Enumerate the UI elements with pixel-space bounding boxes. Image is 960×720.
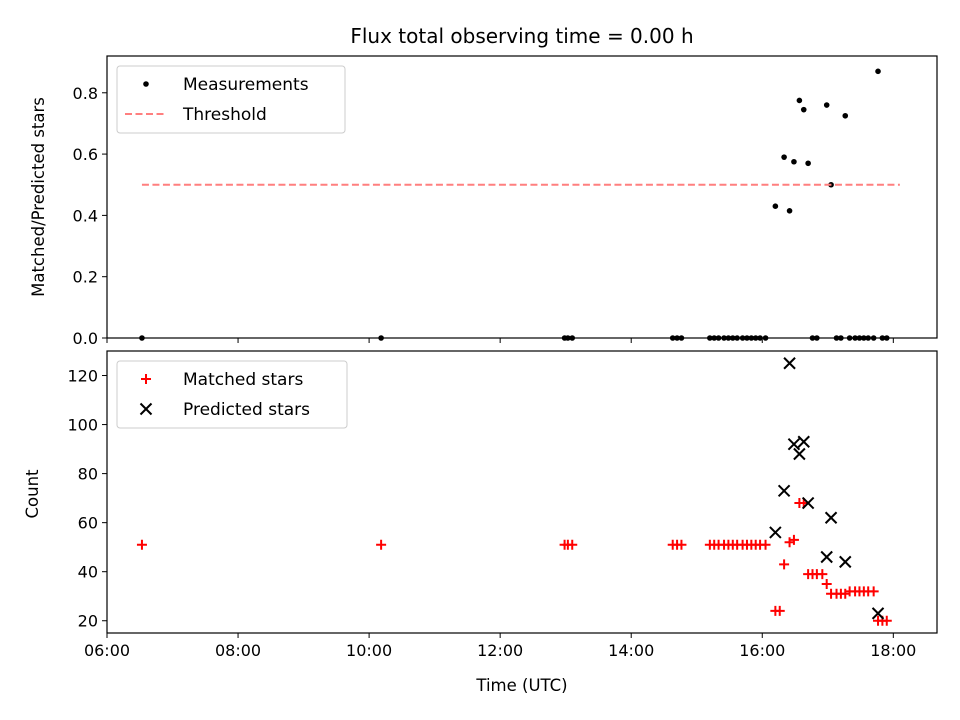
top-y-tick-label: 0.8: [73, 84, 98, 103]
matched-star-marker: [821, 578, 832, 589]
predicted-star-marker: [777, 484, 791, 497]
x-tick-label: 08:00: [215, 641, 261, 660]
legend-predicted-swatch: [139, 402, 153, 416]
matched-star-marker: [676, 539, 687, 550]
bottom-legend: Matched stars Predicted stars: [116, 360, 348, 429]
predicted-star-marker: [824, 511, 838, 524]
x-tick-label: 06:00: [84, 641, 130, 660]
x-tick-label: 16:00: [739, 641, 785, 660]
count-panel: 06:00 08:00 10:00 12:00 14:00 16:00 18:00 20 40 6…: [67, 350, 938, 660]
matched-star-marker: [774, 605, 785, 616]
chart-title: Flux total observing time = 0.00 h: [350, 24, 693, 48]
matched-star-marker: [868, 586, 879, 597]
measurement-point: [781, 154, 787, 160]
top-y-tick-label: 0.0: [73, 329, 98, 348]
legend-entry-label: Threshold: [182, 105, 267, 125]
matched-star-marker: [376, 539, 387, 550]
predicted-star-marker: [839, 555, 852, 569]
measurement-point: [796, 97, 803, 104]
measurement-point: [800, 106, 807, 113]
legend-entry-label: Measurements: [183, 75, 309, 95]
measurement-point: [786, 207, 793, 214]
matched-star-marker: [567, 539, 578, 550]
top-legend: Measurements Threshold: [116, 65, 346, 134]
x-tick-label: 10:00: [346, 641, 392, 660]
matched-star-marker: [817, 569, 828, 580]
matched-star-marker: [881, 615, 892, 626]
predicted-star-marker: [801, 496, 815, 510]
legend-entry-label: Matched stars: [183, 370, 303, 390]
x-tick-label: 18:00: [870, 641, 916, 660]
legend-measurement-swatch: [143, 81, 149, 87]
matched-star-marker: [788, 534, 799, 545]
predicted-star-marker: [783, 357, 796, 370]
top-y-axis-label: Matched/Predicted stars: [29, 97, 48, 297]
legend-matched-swatch: [141, 374, 151, 384]
matched-star-marker: [760, 539, 771, 550]
measurement-point: [842, 112, 849, 119]
legend-box: [116, 65, 346, 134]
predicted-star-marker: [793, 447, 806, 461]
top-y-tick-label: 0.2: [73, 268, 98, 287]
bottom-y-tick-label: 80: [78, 465, 98, 484]
measurement-point: [772, 203, 779, 209]
bottom-y-tick-label: 120: [67, 367, 98, 386]
ratio-panel: 0.0 0.2 0.4 0.6 0.8 Measurements Threshold: [73, 55, 938, 348]
matched-star-marker: [779, 559, 790, 570]
top-y-tick-label: 0.4: [73, 206, 98, 225]
bottom-y-axis-label: Count: [23, 469, 42, 519]
predicted-star-marker: [820, 550, 833, 564]
predicted-star-marker: [797, 435, 810, 448]
legend-box: [116, 360, 348, 429]
predicted-star-marker: [769, 526, 782, 539]
x-tick-label: 14:00: [608, 641, 654, 660]
bottom-y-tick-label: 20: [78, 612, 98, 631]
measurement-point: [791, 158, 797, 165]
bottom-axes-frame: [106, 350, 938, 634]
top-axes-frame: [106, 55, 938, 339]
legend-entry-label: Predicted stars: [183, 400, 310, 420]
matched-star-marker: [136, 539, 147, 550]
x-tick-label: 12:00: [477, 641, 523, 660]
bottom-y-tick-label: 100: [67, 416, 98, 435]
bottom-y-tick-label: 60: [78, 514, 98, 533]
measurement-point: [823, 102, 830, 108]
bottom-y-tick-label: 40: [78, 563, 98, 582]
x-axis-label: Time (UTC): [475, 676, 567, 695]
measurement-point: [875, 68, 881, 75]
measurement-point: [805, 160, 811, 167]
predicted-star-marker: [787, 437, 801, 451]
top-y-tick-label: 0.6: [73, 145, 98, 164]
predicted-star-marker: [871, 607, 885, 620]
